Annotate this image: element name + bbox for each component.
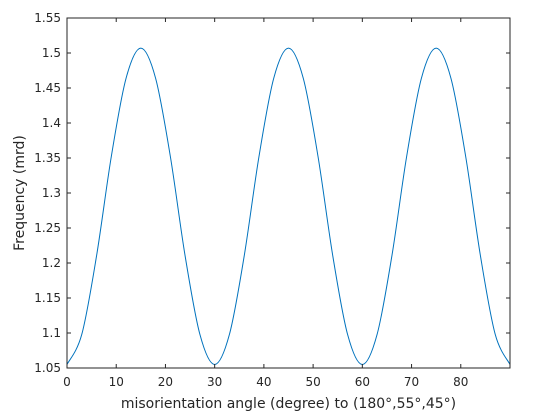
- y-tick-label: 1.5: [42, 46, 61, 60]
- y-tick-label: 1.4: [42, 116, 61, 130]
- y-tick-label: 1.1: [42, 326, 61, 340]
- x-tick-label: 70: [404, 375, 419, 389]
- plot-area: [67, 18, 510, 368]
- x-tick-label: 40: [256, 375, 271, 389]
- y-axis-label: Frequency (mrd): [12, 135, 28, 251]
- x-tick-label: 80: [453, 375, 468, 389]
- x-tick-label: 30: [207, 375, 222, 389]
- y-axis-ticks: 1.05 1.1 1.15 1.2 1.25 1.3 1.35 1.4 1.45 1.5 1.55: [34, 11, 510, 375]
- y-tick-label: 1.55: [34, 11, 61, 25]
- y-tick-label: 1.35: [34, 151, 61, 165]
- x-tick-label: 10: [109, 375, 124, 389]
- x-axis-label: misorientation angle (degree) to (180°,5…: [121, 396, 456, 412]
- x-tick-label: 0: [63, 375, 71, 389]
- x-tick-label: 60: [355, 375, 370, 389]
- series-line: [66, 47, 511, 366]
- x-tick-label: 50: [305, 375, 320, 389]
- y-tick-label: 1.15: [34, 291, 61, 305]
- x-tick-label: 20: [158, 375, 173, 389]
- y-tick-label: 1.3: [42, 186, 61, 200]
- x-axis-ticks: 0 10 20 30 40 50 60 70 80: [63, 18, 468, 389]
- y-tick-label: 1.25: [34, 221, 61, 235]
- y-tick-label: 1.05: [34, 361, 61, 375]
- series-layer: [66, 47, 511, 366]
- y-tick-label: 1.45: [34, 81, 61, 95]
- y-tick-label: 1.2: [42, 256, 61, 270]
